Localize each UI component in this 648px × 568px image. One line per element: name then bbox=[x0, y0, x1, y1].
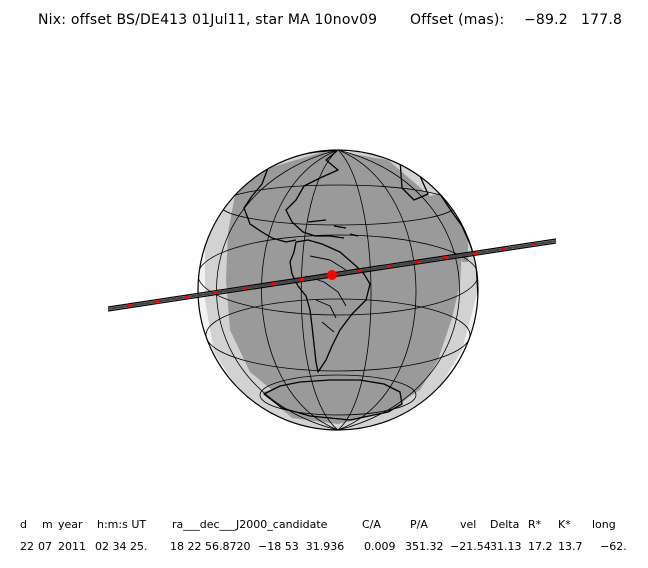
value-vel: −21.54 bbox=[450, 540, 491, 553]
antarctica-coast bbox=[263, 379, 403, 421]
col-header-delta: Delta bbox=[490, 518, 520, 531]
value-day: 22 bbox=[20, 540, 34, 553]
offset-y-value: 177.8 bbox=[581, 12, 623, 28]
offset-x-value: −89.2 bbox=[524, 12, 568, 28]
col-header-pa: P/A bbox=[410, 518, 428, 531]
track-marker bbox=[416, 260, 420, 264]
value-month: 07 bbox=[38, 540, 52, 553]
track-marker bbox=[243, 286, 247, 290]
track-marker bbox=[502, 247, 506, 251]
track-marker bbox=[387, 264, 391, 268]
track-marker bbox=[185, 295, 189, 299]
caribbean-islands bbox=[307, 219, 359, 237]
col-header-year: year bbox=[58, 518, 83, 531]
value-long: −62. bbox=[600, 540, 627, 553]
track-marker bbox=[156, 299, 160, 303]
value-year: 2011 bbox=[58, 540, 86, 553]
south-america-borders bbox=[305, 255, 347, 333]
closest-approach-marker bbox=[327, 270, 337, 280]
col-header-ca: C/A bbox=[362, 518, 381, 531]
col-header-r-star: R* bbox=[528, 518, 542, 531]
col-header-day: d bbox=[20, 518, 27, 531]
map-title: Nix: offset BS/DE413 01Jul11, star MA 10… bbox=[38, 12, 378, 28]
col-header-k-star: K* bbox=[558, 518, 571, 531]
col-header-long: long bbox=[592, 518, 616, 531]
shadow-track bbox=[107, 238, 557, 312]
col-header-month: m bbox=[42, 518, 53, 531]
value-r-star: 17.2 bbox=[528, 540, 553, 553]
value-k-star: 13.7 bbox=[558, 540, 583, 553]
track-marker bbox=[444, 256, 448, 260]
col-header-ra-dec: ra___dec___J2000_candidate bbox=[172, 518, 328, 531]
col-header-vel: vel bbox=[460, 518, 477, 531]
value-delta: 31.13 bbox=[490, 540, 522, 553]
value-ca: 0.009 bbox=[364, 540, 396, 553]
track-marker bbox=[214, 291, 218, 295]
value-dec: −18 53 31.936 bbox=[258, 540, 345, 553]
track-marker bbox=[531, 243, 535, 246]
track-marker bbox=[128, 304, 132, 308]
globe bbox=[197, 149, 479, 431]
track-marker bbox=[272, 282, 276, 286]
track-marker bbox=[473, 251, 477, 255]
value-pa: 351.32 bbox=[405, 540, 444, 553]
globe-outline bbox=[197, 149, 479, 431]
night-zone bbox=[226, 150, 462, 415]
col-header-time: h:m:s UT bbox=[97, 518, 147, 531]
offset-label: Offset (mas): bbox=[410, 12, 505, 28]
value-time: 02 34 25. bbox=[95, 540, 148, 553]
track-marker bbox=[358, 269, 362, 273]
value-ra: 18 22 56.8720 bbox=[170, 540, 251, 553]
track-marker bbox=[300, 278, 304, 282]
track-markers bbox=[128, 243, 535, 308]
